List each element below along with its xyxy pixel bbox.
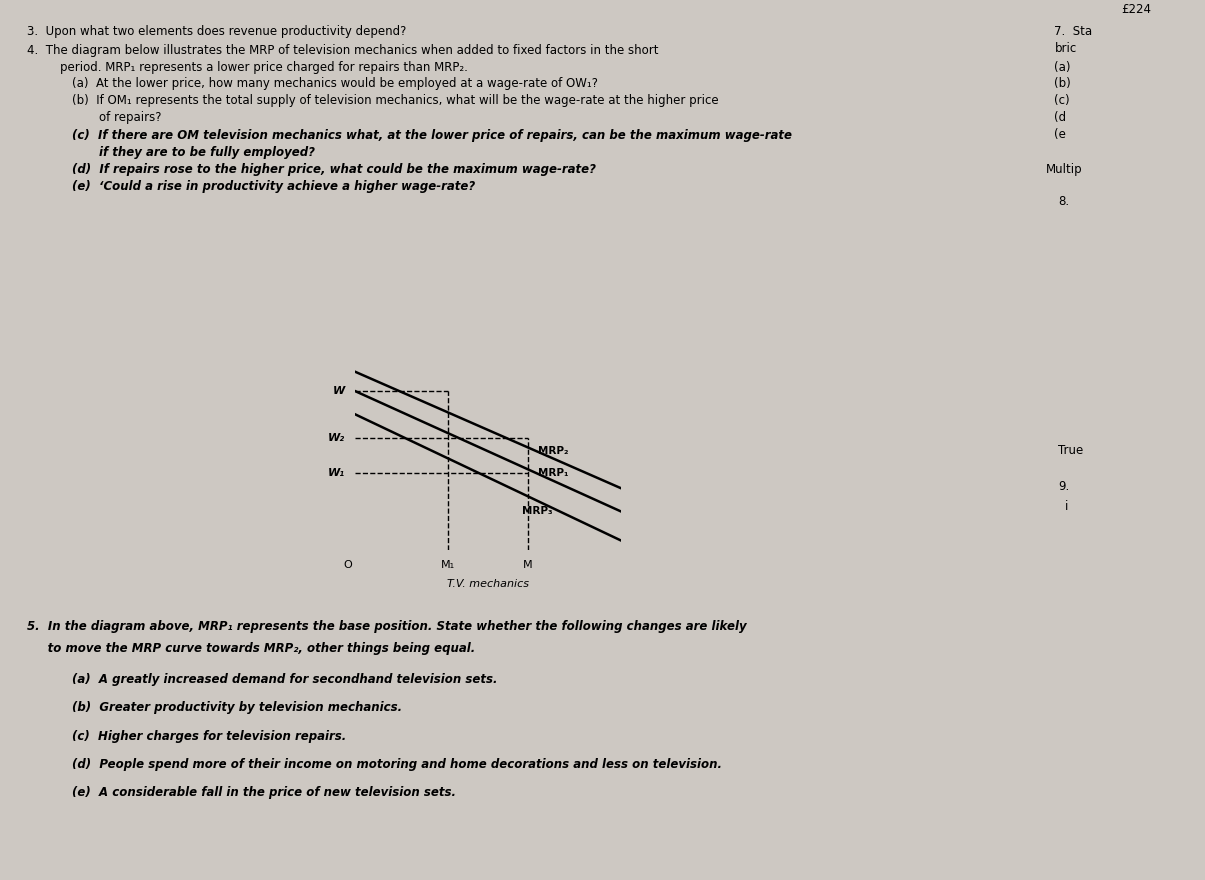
Text: (a)  At the lower price, how many mechanics would be employed at a wage-rate of : (a) At the lower price, how many mechani… — [72, 77, 599, 91]
Text: (e: (e — [1054, 128, 1066, 141]
Text: T.V. mechanics: T.V. mechanics — [447, 579, 529, 589]
Text: 9.: 9. — [1058, 480, 1069, 493]
Text: 5.  In the diagram above, MRP₁ represents the base position. State whether the f: 5. In the diagram above, MRP₁ represents… — [27, 620, 746, 634]
Text: (d)  People spend more of their income on motoring and home decorations and less: (d) People spend more of their income on… — [72, 758, 722, 771]
Text: W₂: W₂ — [328, 433, 345, 443]
Text: i: i — [1065, 500, 1069, 513]
Text: (e)  ‘Could a rise in productivity achieve a higher wage-rate?: (e) ‘Could a rise in productivity achiev… — [72, 180, 476, 193]
Text: M: M — [523, 560, 533, 569]
Text: (d: (d — [1054, 111, 1066, 124]
Text: £224: £224 — [1121, 3, 1151, 16]
Text: (a)  A greatly increased demand for secondhand television sets.: (a) A greatly increased demand for secon… — [72, 673, 498, 686]
Text: (d)  If repairs rose to the higher price, what could be the maximum wage-rate?: (d) If repairs rose to the higher price,… — [72, 163, 596, 176]
Text: W: W — [333, 386, 345, 396]
Text: M₁: M₁ — [441, 560, 455, 569]
Text: Multip: Multip — [1046, 163, 1082, 176]
Text: (c)  Higher charges for television repairs.: (c) Higher charges for television repair… — [72, 730, 347, 743]
Text: period. MRP₁ represents a lower price charged for repairs than MRP₂.: period. MRP₁ represents a lower price ch… — [60, 61, 468, 74]
Text: (b)  Greater productivity by television mechanics.: (b) Greater productivity by television m… — [72, 701, 402, 715]
Text: (c)  If there are OM television mechanics what, at the lower price of repairs, c: (c) If there are OM television mechanics… — [72, 129, 793, 143]
Text: MRP₁: MRP₁ — [539, 468, 569, 478]
Text: 4.  The diagram below illustrates the MRP of television mechanics when added to : 4. The diagram below illustrates the MRP… — [27, 44, 658, 57]
Text: (e)  A considerable fall in the price of new television sets.: (e) A considerable fall in the price of … — [72, 786, 457, 799]
Text: O: O — [343, 560, 352, 569]
Text: 8.: 8. — [1058, 195, 1069, 209]
Text: to move the MRP curve towards MRP₂, other things being equal.: to move the MRP curve towards MRP₂, othe… — [27, 642, 475, 655]
Text: MRP₃: MRP₃ — [523, 506, 553, 516]
Text: (b)  If OM₁ represents the total supply of television mechanics, what will be th: (b) If OM₁ represents the total supply o… — [72, 94, 719, 107]
Text: bric: bric — [1054, 42, 1076, 55]
Text: MRP₂: MRP₂ — [539, 446, 569, 456]
Text: (b): (b) — [1054, 77, 1071, 91]
Text: (a): (a) — [1054, 61, 1071, 74]
Text: 3.  Upon what two elements does revenue productivity depend?: 3. Upon what two elements does revenue p… — [27, 25, 406, 38]
Text: True: True — [1058, 444, 1083, 458]
Text: of repairs?: of repairs? — [99, 111, 161, 124]
Text: W₁: W₁ — [328, 467, 345, 478]
Text: if they are to be fully employed?: if they are to be fully employed? — [99, 146, 315, 159]
Text: 7.  Sta: 7. Sta — [1054, 25, 1093, 38]
Text: (c): (c) — [1054, 94, 1070, 107]
